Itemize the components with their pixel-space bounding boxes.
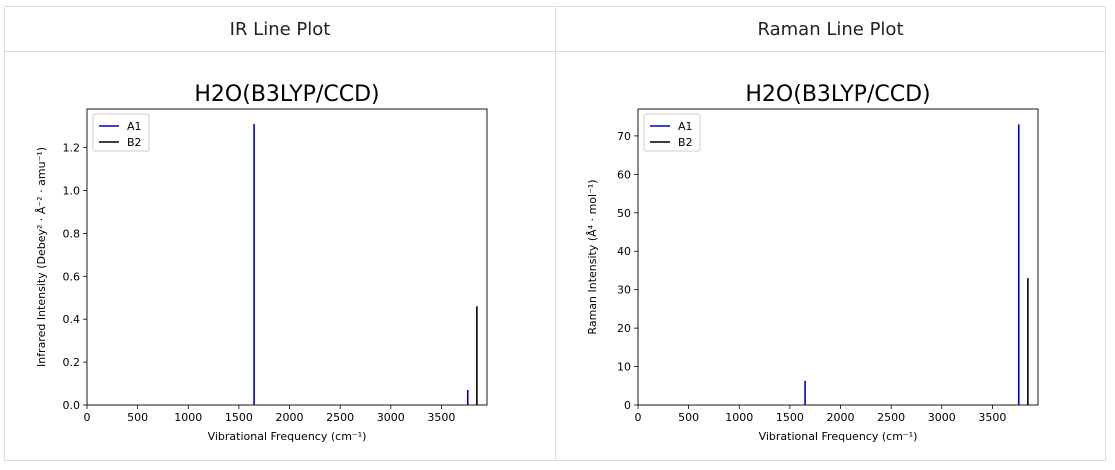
ir-plot-frame [86,108,488,406]
raman-ytick-label: 70 [617,130,631,143]
raman-column: Raman Line Plot H2O(B3LYP/CCD) 0 500 1000 15… [556,7,1105,460]
ir-ytick-label: 0.4 [63,313,81,326]
ir-legend-label-a1: A1 [127,120,142,133]
raman-xtick-label: 1000 [725,411,753,424]
raman-xtick-label: 2500 [877,411,905,424]
ir-ytick-label: 0.8 [63,227,81,240]
raman-xtick-label: 3500 [978,411,1006,424]
raman-ytick-label: 40 [617,245,631,258]
ir-column: IR Line Plot H2O(B3LYP/CCD) 0 500 1000 1500 2… [5,7,556,460]
ir-ytick-label: 1.0 [63,185,81,198]
raman-y-axis-label: Raman Intensity (Å⁴ · mol⁻¹) [586,179,599,334]
raman-legend-label-b2: B2 [678,136,693,149]
ir-chart-title: H2O(B3LYP/CCD) [194,82,379,107]
ir-xtick-label: 3500 [427,411,455,424]
raman-ytick-label: 20 [617,322,631,335]
raman-xtick-label: 2000 [827,411,855,424]
raman-xtick-label: 1500 [776,411,804,424]
raman-ytick-label: 30 [617,284,631,297]
raman-ytick-label: 10 [617,361,631,374]
ir-xtick-label: 1000 [174,411,202,424]
ir-x-axis-label: Vibrational Frequency (cm⁻¹) [208,430,367,443]
ir-ytick-label: 0.6 [63,270,81,283]
raman-ytick-label: 0 [624,399,631,412]
raman-xtick-label: 500 [678,411,699,424]
ir-ytick-label: 0.0 [63,399,81,412]
ir-y-axis-label: Infrared Intensity (Debey² · Å⁻² · amu⁻¹… [35,147,48,367]
ir-xtick-label: 2500 [326,411,354,424]
raman-x-axis-label: Vibrational Frequency (cm⁻¹) [759,430,918,443]
raman-legend-label-a1: A1 [678,120,693,133]
raman-line-plot: H2O(B3LYP/CCD)0 500 1000 1500 2000 2500 3000 35… [586,82,1039,443]
ir-xtick-label: 500 [127,411,148,424]
raman-chart-title: H2O(B3LYP/CCD) [745,82,930,107]
raman-xtick-label: 0 [635,411,642,424]
raman-ytick-label: 50 [617,207,631,220]
raman-plot-frame [637,108,1039,406]
results-table: IR Line Plot H2O(B3LYP/CCD) 0 500 1000 1500 2… [4,6,1106,461]
ir-line-plot: H2O(B3LYP/CCD) 0 500 1000 1500 2000 2500 3000 35… [35,82,488,443]
ir-column-header: IR Line Plot [5,7,555,52]
raman-column-header: Raman Line Plot [556,7,1105,52]
ir-xtick-label: 1500 [225,411,253,424]
ir-ytick-label: 1.2 [63,142,81,155]
raman-xtick-label: 3000 [928,411,956,424]
ir-ytick-label: 0.2 [63,356,81,369]
ir-xtick-label: 3000 [377,411,405,424]
ir-xtick-label: 0 [84,411,91,424]
ir-legend-label-b2: B2 [127,136,142,149]
raman-ytick-label: 60 [617,168,631,181]
ir-xtick-label: 2000 [276,411,304,424]
